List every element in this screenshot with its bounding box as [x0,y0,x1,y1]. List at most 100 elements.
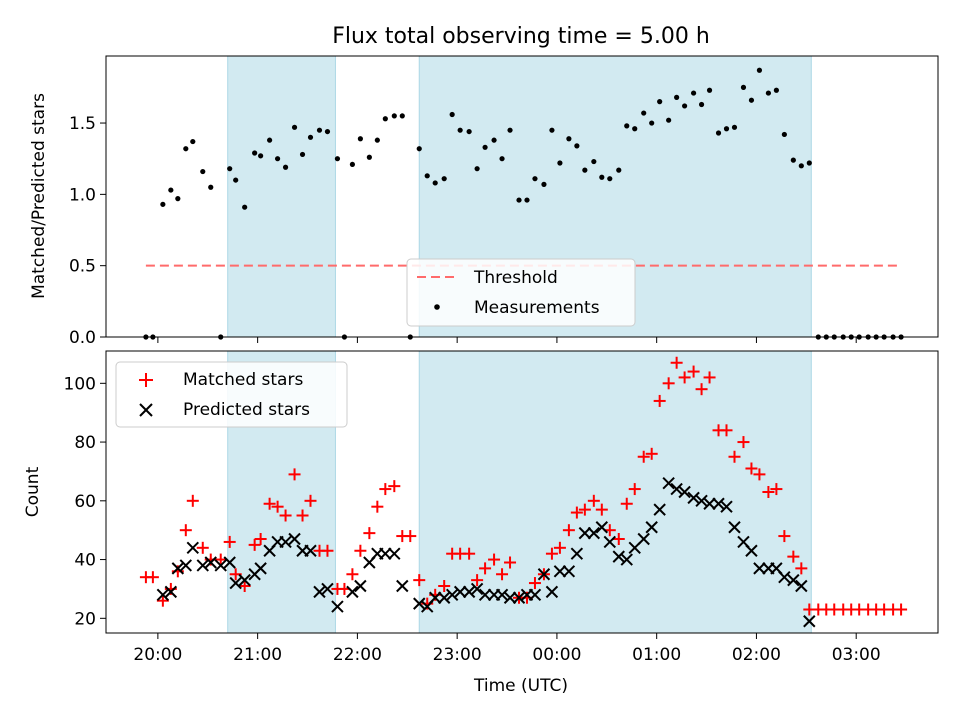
legend-matched-label: Matched stars [183,370,303,390]
y-tick-label: 1.0 [69,185,96,205]
predicted-star-point [595,521,609,534]
matched-star-point [620,497,633,510]
top-y-ticks: 0.0 0.5 1.0 1.5 [69,114,106,348]
matched-star-point [728,450,741,463]
measurement-point [299,151,306,158]
measurement-point [715,130,722,136]
predicted-star-point [512,591,526,604]
matched-star-point [628,483,641,496]
measurement-point [267,137,273,143]
x-tick-label: 02:00 [732,645,781,665]
measurement-point [607,176,613,182]
predicted-star-point [164,585,178,599]
predicted-star-point [745,544,758,557]
y-tick-label: 60 [74,492,96,512]
measurement-point [740,84,747,90]
predicted-star-point [803,615,816,628]
predicted-star-point [478,588,492,602]
matched-star-point [737,436,750,449]
measurement-point [790,157,796,163]
predicted-star-point [687,491,700,505]
predicted-star-point [578,526,592,540]
measurement-point [574,143,580,149]
ratio-panel: 0.0 0.5 1.0 1.5 Matched/Predicted stars Thr… [29,55,939,348]
predicted-star-point [787,573,800,587]
matched-star-point [695,383,708,396]
matched-star-point [471,574,484,587]
matched-star-point [720,424,733,437]
predicted-star-point [645,521,658,534]
measurement-point [706,87,713,93]
matched-star-point [304,494,317,507]
matched-star-point [271,500,284,513]
legend-predicted-label: Predicted stars [183,400,310,420]
matched-star-point [413,574,426,587]
matched-star-point [762,486,775,498]
measurement-point [441,176,447,182]
predicted-star-point [238,573,251,587]
measurement-point [756,67,763,73]
measurement-point [316,127,323,133]
matched-star-point [146,571,159,584]
matched-star-point [570,506,583,519]
matched-star-point [346,568,359,581]
predicted-star-point [254,562,267,575]
predicted-star-point [179,559,193,572]
matched-star-point [612,533,625,545]
matched-star-point [321,544,334,557]
predicted-star-point [229,576,242,590]
predicted-legend-swatch [139,403,153,417]
predicted-star-point [379,547,392,560]
matched-star-point [379,483,392,496]
matched-star-point [778,530,791,543]
predicted-star-point [354,579,367,593]
measurement-point [666,117,672,123]
measurement-point [399,113,405,119]
matched-star-point [388,480,401,493]
predicted-star-point [346,585,359,599]
measurement-point [541,181,547,187]
predicted-star-point [288,532,301,546]
measurement-point [424,173,430,179]
measurement-point [382,116,388,122]
matched-star-point [288,468,301,481]
predicted-star-point [553,565,567,578]
measurement-point [674,94,680,100]
measurement-point [274,156,281,162]
measurement-point [616,167,622,173]
measurement-point [690,90,697,96]
matched-star-point [196,541,209,554]
measurement-point [507,127,513,133]
matched-star-point [553,541,566,554]
measurement-point [242,204,248,210]
x-tick-label: 22:00 [333,645,382,665]
measurement-point [233,177,239,183]
measurement-point [349,161,356,168]
measurement-point [190,138,196,145]
top-y-axis-label: Matched/Predicted stars [29,93,49,299]
predicted-star-point [313,585,326,599]
bottom-y-ticks: 20 40 60 80 100 [64,374,106,629]
matched-star-point [653,394,666,407]
predicted-star-point [453,585,467,599]
matched-star-point [463,547,476,560]
matched-star-point [371,500,384,513]
measurement-point [557,160,563,166]
measurement-point [282,164,289,170]
y-tick-label: 0.0 [69,328,96,348]
predicted-star-point [653,503,666,516]
measurement-point [731,124,738,130]
x-tick-label: 21:00 [233,645,282,665]
y-tick-label: 20 [74,609,96,629]
predicted-star-point [223,556,236,569]
predicted-star-point [562,565,576,578]
measurement-point [474,166,480,172]
matched-star-point [296,509,309,522]
predicted-star-point [445,588,459,602]
measurement-point [227,166,233,172]
predicted-star-point [612,550,625,563]
x-tick-label: 01:00 [632,645,681,665]
measurement-point [532,176,538,182]
predicted-star-point [470,582,484,596]
matched-star-point [670,356,683,369]
